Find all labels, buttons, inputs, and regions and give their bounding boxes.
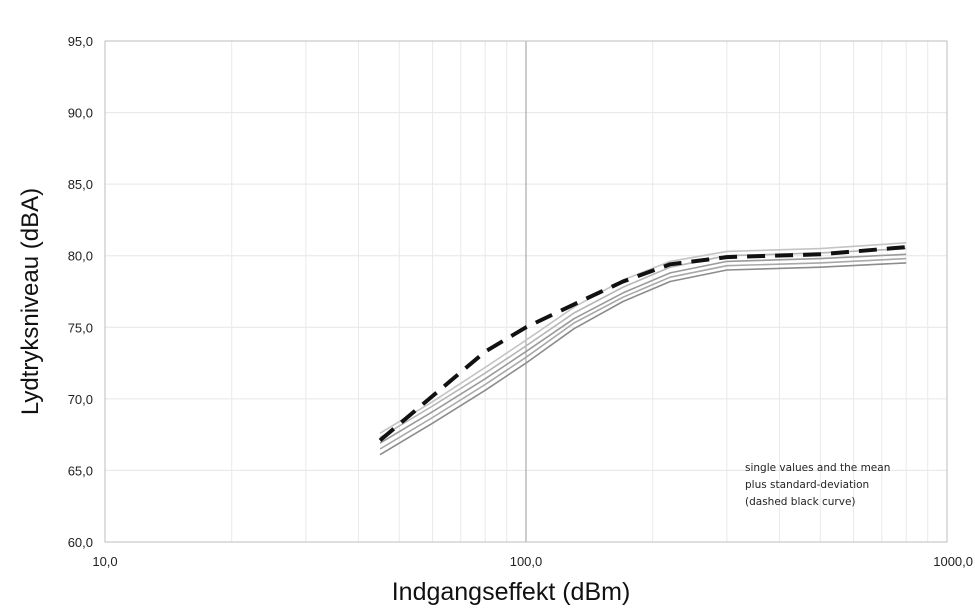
annotation-note: single values and the mean plus standard… — [745, 462, 890, 508]
single-value-series-line-4 — [379, 262, 907, 456]
annotation-line-1: single values and the mean — [745, 462, 890, 474]
y-tick-label: 70,0 — [68, 392, 93, 407]
single-value-series-line-3 — [379, 257, 907, 450]
plot-area-frame — [104, 40, 948, 543]
single-value-series-line-2 — [379, 253, 907, 444]
annotation-line-3: (dashed black curve) — [745, 496, 856, 508]
y-tick-label: 75,0 — [68, 320, 93, 335]
y-tick-label: 65,0 — [68, 463, 93, 478]
y-tick-label: 85,0 — [68, 177, 93, 192]
single-value-series-line-5 — [379, 242, 907, 434]
y-tick-labels: 60,0 65,0 70,0 75,0 80,0 85,0 90,0 95,0 — [68, 34, 93, 550]
y-tick-label: 95,0 — [68, 34, 93, 49]
x-tick-label: 100,0 — [510, 554, 543, 569]
single-value-series-line-1 — [379, 247, 907, 439]
x-axis-label: Indgangseffekt (dBm) — [392, 578, 631, 606]
x-tick-label: 1000,0 — [933, 554, 973, 569]
y-tick-label: 90,0 — [68, 106, 93, 121]
x-tick-label: 10,0 — [92, 554, 117, 569]
y-axis-label: Lydtryksniveau (dBA) — [17, 188, 44, 415]
series-group — [378, 242, 907, 456]
y-tick-label: 60,0 — [68, 535, 93, 550]
x-tick-labels: 10,0 100,0 1000,0 — [92, 554, 973, 569]
mean-std-dashed-series-line — [378, 245, 907, 442]
annotation-line-2: plus standard-deviation — [745, 479, 869, 491]
y-tick-label: 80,0 — [68, 249, 93, 264]
